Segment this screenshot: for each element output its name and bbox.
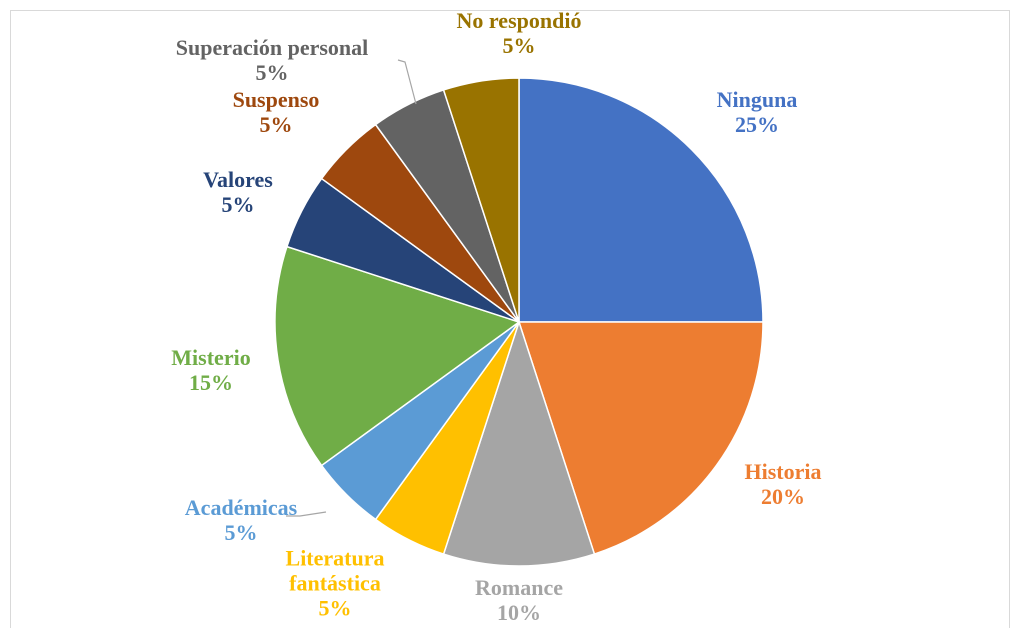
data-label: Superación personal 5%	[176, 35, 369, 85]
value-label: 5%	[318, 595, 352, 621]
category-label: Literatura fantástica	[285, 545, 385, 596]
data-label: Literatura fantástica 5%	[255, 546, 415, 621]
category-label: Historia	[744, 459, 822, 484]
value-label: 15%	[189, 370, 233, 395]
data-label: Misterio 15%	[171, 345, 250, 395]
data-label: Valores 5%	[203, 167, 273, 217]
category-label: No respondió	[456, 8, 582, 33]
category-label: Ninguna	[716, 87, 798, 112]
category-label: Valores	[203, 167, 273, 192]
category-label: Superación personal	[175, 35, 369, 60]
pie-slice	[518, 77, 764, 323]
data-label: Romance 10%	[475, 575, 563, 625]
data-label: Historia 20%	[745, 459, 822, 509]
value-label: 10%	[496, 600, 541, 625]
value-label: 5%	[502, 33, 536, 58]
category-label: Romance	[475, 575, 563, 600]
data-label: No respondió 5%	[457, 8, 582, 58]
value-label: 25%	[735, 112, 779, 137]
category-label: Suspenso	[232, 87, 320, 112]
chart-frame	[10, 10, 1010, 628]
value-label: 5%	[259, 112, 293, 137]
value-label: 5%	[221, 192, 255, 217]
data-label: Suspenso 5%	[233, 87, 320, 137]
value-label: 5%	[255, 60, 289, 85]
pie-slice	[442, 77, 520, 323]
pie	[274, 77, 764, 567]
value-label: 5%	[224, 520, 258, 545]
pie-slice	[442, 319, 596, 567]
data-label: Ninguna 25%	[717, 87, 798, 137]
value-label: 20%	[761, 484, 805, 509]
pie-slice	[274, 245, 521, 467]
pie-slice	[517, 321, 764, 556]
data-label: Académicas 5%	[185, 495, 297, 545]
category-label: Misterio	[171, 345, 251, 370]
leader-line	[286, 511, 327, 517]
category-label: Académicas	[184, 495, 298, 520]
leader-line	[397, 59, 417, 105]
